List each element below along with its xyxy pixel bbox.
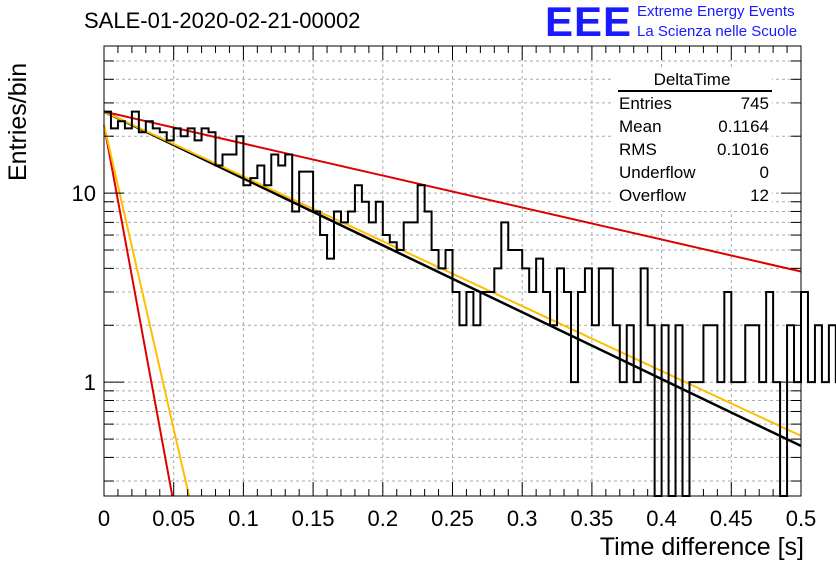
stats-value: 745 — [740, 94, 769, 113]
eee-logo: EEE — [545, 0, 633, 45]
stats-label: Overflow — [619, 186, 687, 205]
chart-title: SALE-01-2020-02-21-00002 — [84, 8, 361, 33]
fit-curve-steep — [103, 124, 191, 497]
stats-label: RMS — [619, 140, 657, 159]
axis-ticks — [103, 45, 802, 496]
grid-lines — [104, 45, 801, 496]
stats-value: 0.1164 — [718, 117, 769, 136]
stats-divider — [618, 90, 772, 92]
stats-row: Mean 0.1164 — [619, 115, 769, 138]
x-tick-label: 0.1 — [228, 506, 259, 531]
stats-title: DeltaTime — [653, 70, 731, 89]
x-tick-label: 0.2 — [368, 506, 399, 531]
tick-labels: 0 0.05 0.1 0.15 0.2 0.25 0.3 0.35 0.4 0.45 0.5 1 10 — [72, 181, 817, 531]
logo-line-1: Extreme Energy Events — [637, 3, 795, 20]
stats-row: Entries 745 — [619, 92, 769, 115]
fit-curve-steep — [103, 124, 174, 497]
x-tick-label: 0.3 — [507, 506, 538, 531]
stats-label: Underflow — [619, 163, 696, 182]
stats-row: Overflow 12 — [619, 184, 769, 207]
stats-value: 0.1016 — [717, 140, 769, 159]
fit-curve — [103, 110, 802, 273]
logo-line-2: La Scienza nelle Scuole — [637, 23, 798, 40]
histogram — [104, 110, 836, 497]
stats-value: 12 — [750, 186, 769, 205]
y-axis-label: Entries/bin — [4, 62, 32, 181]
histogram-line — [104, 110, 836, 497]
stats-label: Mean — [619, 117, 662, 136]
stats-row: RMS 0.1016 — [619, 138, 769, 161]
x-tick-label: 0.4 — [646, 506, 677, 531]
stats-box: DeltaTime Entries 745 Mean 0.1164 RMS 0.… — [612, 70, 772, 210]
x-tick-label: 0.15 — [292, 506, 335, 531]
stats-value: 0 — [759, 163, 769, 182]
x-tick-label: 0 — [98, 506, 110, 531]
x-tick-label: 0.05 — [152, 506, 195, 531]
y-tick-label: 10 — [72, 181, 96, 206]
x-tick-label: 0.45 — [710, 506, 753, 531]
stats-row: Underflow 0 — [619, 161, 769, 184]
stats-label: Entries — [619, 94, 672, 113]
x-tick-label: 0.35 — [570, 506, 613, 531]
x-axis-label: Time difference [s] — [599, 533, 804, 561]
x-tick-label: 0.25 — [431, 506, 474, 531]
y-tick-label: 1 — [84, 370, 96, 395]
x-tick-label: 0.5 — [786, 506, 817, 531]
